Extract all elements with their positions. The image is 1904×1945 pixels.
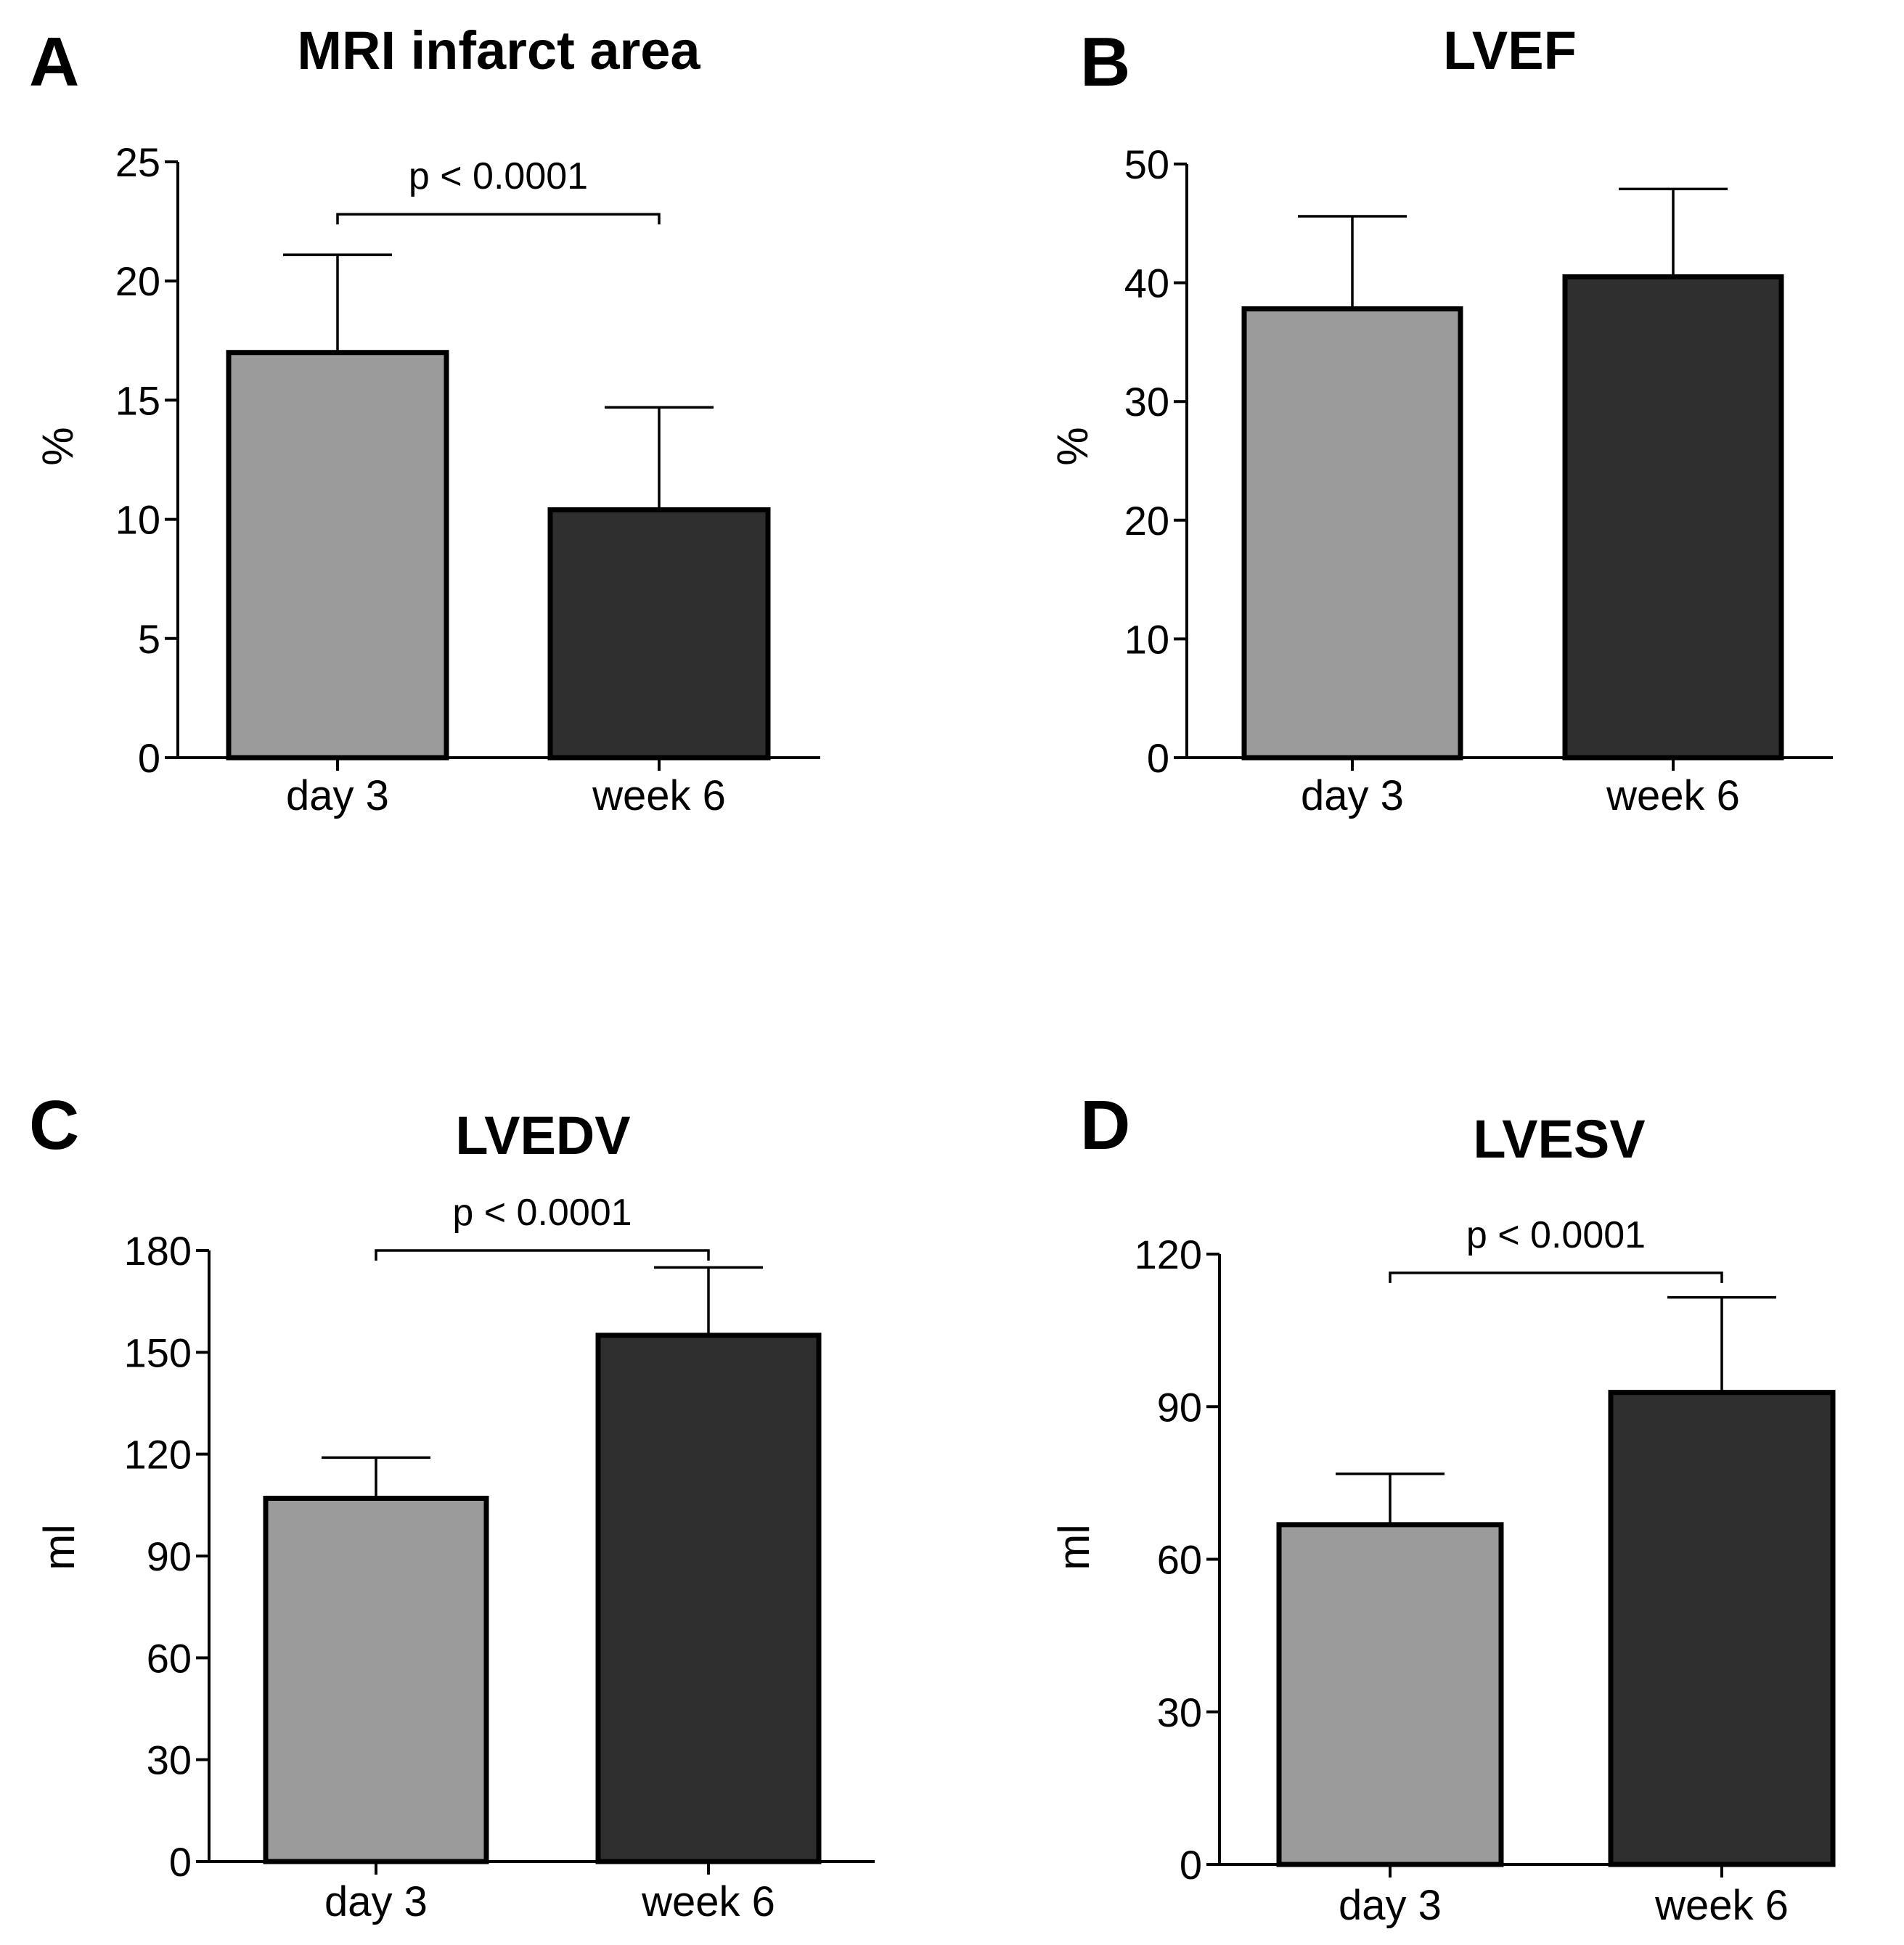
significance-label: p < 0.0001 (1466, 1214, 1646, 1256)
y-tick-label: 30 (1124, 379, 1169, 425)
chart-panel-a: A MRI infarct area% 0 5 10 15 20 25 day 3 week 6 p… (29, 20, 820, 819)
y-tick-label: 50 (1124, 142, 1169, 187)
y-tick-label: 180 (124, 1228, 192, 1274)
y-axis-label: % (33, 427, 82, 465)
significance-bracket (1389, 1272, 1723, 1283)
x-tick-label: day 3 (286, 772, 389, 819)
y-tick-label: 120 (124, 1432, 192, 1478)
chart-title: MRI infarct area (297, 20, 700, 81)
significance-bracket (336, 213, 661, 225)
bar-week-6 (1562, 274, 1784, 761)
chart-title: LVESV (1473, 1109, 1645, 1169)
x-tick-label: week 6 (641, 1878, 775, 1925)
y-axis-label: ml (35, 1524, 83, 1570)
y-tick-label: 90 (147, 1534, 192, 1579)
panel-letter: D (1080, 1086, 1130, 1164)
y-tick-label: 60 (1157, 1537, 1202, 1583)
x-tick-label: day 3 (1301, 772, 1404, 819)
x-tick-label: week 6 (1654, 1882, 1789, 1929)
chart-panel-d: D LVESV ml 0 30 60 90 120 day 3 week 6 p < 0.0001 (1050, 1086, 1836, 1929)
y-tick-label: 5 (138, 616, 160, 662)
y-tick-label: 0 (1180, 1842, 1202, 1888)
y-tick-label: 10 (1124, 616, 1169, 662)
y-tick-label: 20 (115, 258, 160, 304)
y-tick-label: 30 (147, 1737, 192, 1783)
chart-title: LVEDV (455, 1105, 630, 1166)
bar-day-3 (263, 1495, 489, 1864)
chart-panel-b: B LVEF% 0 10 20 30 40 50 day 3 week 6 (1048, 20, 1833, 819)
panel-letter: B (1080, 23, 1130, 101)
significance-bracket (375, 1249, 710, 1261)
x-tick-label: day 3 (324, 1878, 428, 1925)
y-axis-label: ml (1050, 1524, 1098, 1570)
y-tick-label: 0 (138, 735, 160, 781)
bar-day-3 (1276, 1522, 1504, 1867)
y-tick-label: 40 (1124, 261, 1169, 306)
y-tick-label: 150 (124, 1330, 192, 1375)
y-axis-label: % (1048, 427, 1097, 465)
y-tick-label: 20 (1124, 498, 1169, 544)
chart-panel-c: C LVEDV ml 0 30 60 90 120 150 180 day 3 week 6 p < 0… (29, 1086, 875, 1925)
y-tick-label: 90 (1157, 1384, 1202, 1430)
y-tick-label: 15 (115, 377, 160, 423)
bar-day-3 (1241, 306, 1463, 761)
y-tick-label: 0 (1147, 735, 1169, 781)
x-tick-label: day 3 (1339, 1882, 1442, 1929)
panel-letter: C (29, 1086, 79, 1164)
y-tick-label: 10 (115, 497, 160, 543)
significance-label: p < 0.0001 (409, 155, 588, 197)
y-tick-label: 120 (1135, 1232, 1202, 1277)
y-tick-label: 30 (1157, 1690, 1202, 1735)
bar-week-6 (1608, 1390, 1836, 1867)
y-tick-label: 60 (147, 1635, 192, 1681)
significance-label: p < 0.0001 (452, 1192, 632, 1234)
x-tick-label: week 6 (1606, 772, 1740, 819)
bar-day-3 (226, 350, 449, 761)
y-tick-label: 25 (115, 139, 160, 185)
panel-letter: A (29, 23, 79, 101)
bar-week-6 (547, 507, 771, 761)
bar-week-6 (595, 1332, 822, 1864)
x-tick-label: week 6 (592, 772, 726, 819)
chart-title: LVEF (1443, 20, 1577, 81)
y-tick-label: 0 (169, 1839, 192, 1885)
